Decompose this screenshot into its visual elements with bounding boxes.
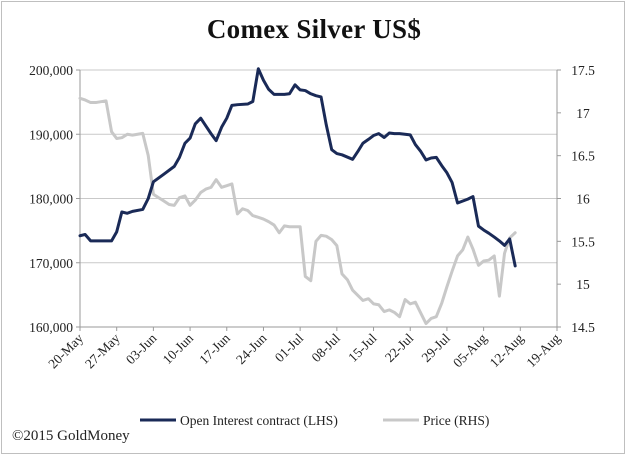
x-tick-label: 19-Aug	[523, 330, 563, 370]
right-tick-label: 16.5	[571, 149, 595, 164]
left-axis-ticks: 160,000 170,000 180,000 190,000 200,000	[29, 63, 80, 335]
x-tick-label: 27-May	[82, 330, 123, 371]
legend-open-interest-label: Open Interest contract (LHS)	[180, 413, 338, 428]
left-tick-label: 200,000	[29, 63, 73, 78]
right-tick-label: 17	[576, 106, 590, 121]
right-tick-label: 15.5	[571, 234, 595, 249]
x-tick-label: 15-Jul	[345, 330, 380, 365]
right-tick-label: 17.5	[571, 63, 595, 78]
legend-price-label: Price (RHS)	[423, 413, 489, 428]
left-tick-label: 190,000	[29, 127, 73, 142]
x-tick-label: 05-Aug	[450, 330, 490, 370]
x-tick-label: 17-Jun	[196, 330, 233, 367]
x-tick-label: 10-Jun	[160, 330, 197, 367]
right-axis-ticks: 14.5 15 15.5 16 16.5 17 17.5	[557, 63, 595, 335]
left-tick-label: 160,000	[29, 320, 73, 335]
x-tick-label: 03-Jun	[123, 330, 160, 367]
x-tick-label: 01-Jul	[272, 330, 307, 365]
chart-title: Comex Silver US$	[206, 14, 422, 44]
right-tick-label: 14.5	[571, 320, 595, 335]
left-tick-label: 170,000	[29, 256, 73, 271]
x-tick-label: 08-Jul	[308, 330, 343, 365]
series-line-open-interest	[78, 67, 517, 268]
right-tick-label: 15	[576, 277, 590, 292]
copyright-text: ©2015 GoldMoney	[12, 428, 130, 444]
gridlines	[80, 69, 557, 264]
x-tick-label: 29-Jul	[419, 330, 454, 365]
x-tick-label: 24-Jun	[233, 330, 270, 367]
left-tick-label: 180,000	[29, 192, 73, 207]
legend: Open Interest contract (LHS) Price (RHS)	[140, 413, 489, 428]
x-tick-label: 12-Aug	[487, 330, 527, 370]
x-tick-label: 22-Jul	[382, 330, 417, 365]
x-tick-label: 20-May	[45, 330, 86, 371]
series-line-price	[78, 96, 517, 326]
right-tick-label: 16	[576, 192, 590, 207]
series-lines	[78, 67, 517, 326]
